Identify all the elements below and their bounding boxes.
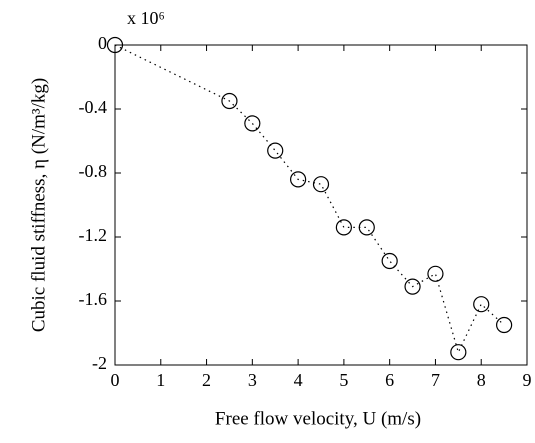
data-point xyxy=(335,219,352,236)
data-point xyxy=(404,278,421,295)
y-tick-label: -1.2 xyxy=(79,225,108,245)
x-tick-label: 0 xyxy=(111,370,120,390)
x-tick-label: 8 xyxy=(477,370,486,390)
data-point xyxy=(312,176,330,193)
x-tick-label: 5 xyxy=(339,370,348,390)
y-tick-label: -0.8 xyxy=(79,161,108,181)
x-tick-label: 1 xyxy=(156,370,165,390)
y-tick-label: -1.6 xyxy=(79,289,108,309)
data-point xyxy=(450,344,467,361)
x-tick-label: 2 xyxy=(202,370,211,390)
data-point xyxy=(496,316,513,334)
data-point xyxy=(358,219,375,236)
data-point xyxy=(267,142,284,159)
data-point xyxy=(244,115,261,132)
y-tick-label: -2 xyxy=(92,353,107,373)
axis-multiplier: x 10⁶ xyxy=(127,8,165,28)
data-line xyxy=(114,44,505,354)
y-tick-label: -0.4 xyxy=(79,97,108,117)
y-tick-label: 0 xyxy=(98,33,107,53)
x-tick-label: 7 xyxy=(431,370,440,390)
plot-frame xyxy=(114,44,528,366)
y-axis-label: Cubic fluid stiffness, η (N/m³/kg) xyxy=(28,78,49,332)
data-point xyxy=(427,265,444,282)
data-point xyxy=(221,92,238,110)
data-point xyxy=(473,296,490,313)
data-point xyxy=(381,252,398,270)
x-tick-label: 4 xyxy=(294,370,303,390)
data-point xyxy=(290,171,307,188)
data-point xyxy=(106,36,124,54)
x-axis-label: Free flow velocity, U (m/s) xyxy=(215,408,421,429)
x-tick-label: 9 xyxy=(523,370,532,390)
x-tick-label: 3 xyxy=(248,370,257,390)
x-tick-label: 6 xyxy=(385,370,394,390)
